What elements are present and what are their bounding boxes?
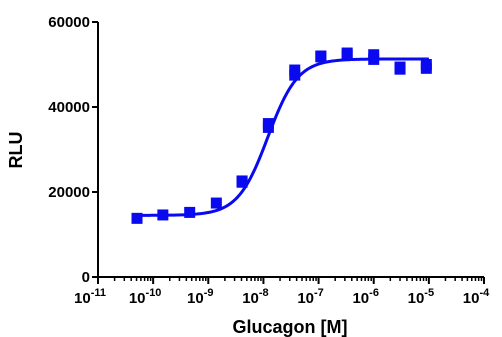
x-tick-label: 10-11	[74, 287, 106, 307]
data-points	[131, 47, 432, 224]
data-point	[131, 212, 143, 224]
data-point	[157, 209, 169, 221]
x-tick-label: 10-9	[187, 287, 213, 307]
x-tick-label: 10-6	[352, 287, 378, 307]
data-point	[210, 197, 222, 209]
data-point	[289, 64, 301, 76]
data-point	[394, 61, 406, 73]
x-tick-label: 10-7	[297, 287, 323, 307]
data-point	[184, 206, 196, 218]
x-tick-label: 10-5	[408, 287, 434, 307]
data-point	[236, 175, 248, 187]
y-tick-label: 0	[82, 269, 90, 286]
x-axis-title: Glucagon [M]	[233, 317, 348, 337]
fit-curve	[136, 57, 429, 217]
y-tick-label: 40000	[48, 99, 90, 116]
data-point	[341, 47, 353, 59]
x-tick-label: 10-10	[129, 287, 162, 307]
x-tick-label: 10-8	[242, 287, 268, 307]
data-point	[420, 59, 432, 70]
y-tick-label: 20000	[48, 184, 90, 201]
data-point	[262, 118, 274, 130]
y-axis-title: RLU	[6, 132, 26, 169]
data-point	[315, 50, 327, 62]
x-tick-label: 10-4	[463, 287, 490, 307]
ticks	[92, 21, 485, 284]
data-point	[368, 49, 380, 61]
y-tick-label: 60000	[48, 14, 90, 31]
tick-labels: 0 20000 40000 60000 10-11 10-10 10-9 10-8 10-7 10…	[48, 14, 490, 307]
